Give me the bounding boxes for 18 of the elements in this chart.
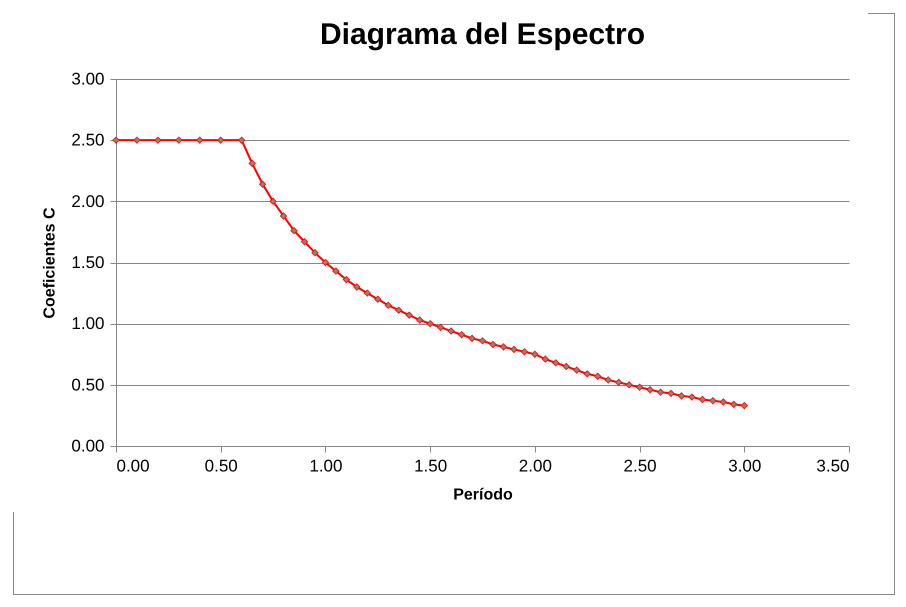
x-axis-title: Período xyxy=(453,486,514,504)
x-tick-label: 2.00 xyxy=(518,456,552,476)
y-tick-label: 1.50 xyxy=(71,253,104,272)
chart-title: Diagrama del Espectro xyxy=(320,18,646,51)
x-tick-label: 1.50 xyxy=(414,456,448,476)
y-tick-label: 2.00 xyxy=(71,192,104,211)
x-tick-label: 0.50 xyxy=(204,456,238,476)
y-tick-label: 2.50 xyxy=(71,130,104,150)
y-tick-label: 1.00 xyxy=(71,314,104,334)
y-axis-title: Coeficientes C xyxy=(41,206,58,319)
x-tick-label: 0.00 xyxy=(116,456,150,476)
x-tick-label: 1.00 xyxy=(309,456,342,476)
x-tick-label: 3.00 xyxy=(728,456,762,476)
y-tick-label: 0.50 xyxy=(71,375,104,394)
y-tick-label: 0.00 xyxy=(71,436,104,456)
y-tick-label: 3.00 xyxy=(71,70,104,88)
x-tick-label: 3.50 xyxy=(816,456,850,476)
x-tick-label: 2.50 xyxy=(624,456,657,476)
